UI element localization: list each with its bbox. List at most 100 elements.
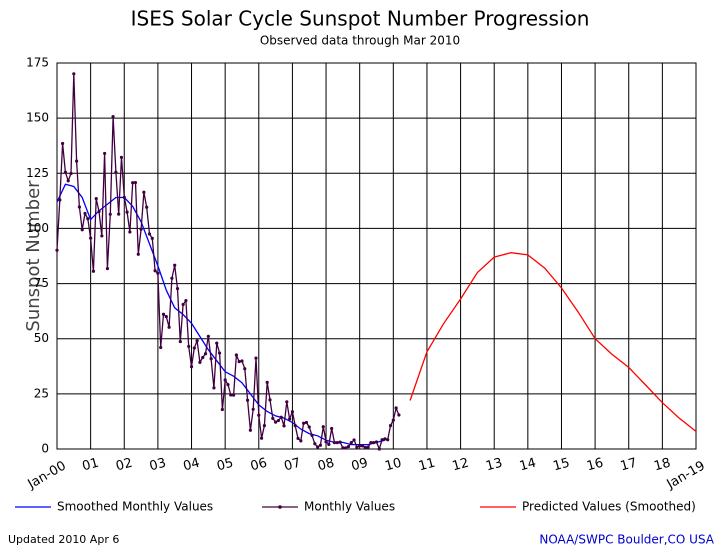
data-point — [201, 355, 205, 360]
updated-note: Updated 2010 Apr 6 — [8, 533, 119, 546]
data-point — [133, 180, 138, 185]
data-point — [136, 252, 140, 256]
data-point — [55, 248, 59, 252]
data-point — [363, 445, 367, 450]
data-point — [173, 263, 177, 267]
x-tick-label: 06 — [249, 456, 269, 475]
data-point — [189, 365, 194, 369]
chart-subtitle: Observed data through Mar 2010 — [260, 34, 460, 48]
data-point — [192, 346, 196, 350]
data-point — [313, 442, 317, 446]
y-axis-label: Sunspot Number — [23, 180, 44, 332]
data-point — [161, 312, 166, 316]
data-point — [344, 446, 348, 450]
data-point — [66, 179, 70, 183]
x-tick-label: 05 — [215, 456, 235, 475]
legend-label: Smoothed Monthly Values — [57, 500, 213, 514]
x-tick-label: 11 — [417, 456, 437, 475]
x-tick-label: 01 — [81, 456, 101, 475]
data-point — [237, 360, 241, 364]
data-point — [86, 217, 90, 221]
data-point — [388, 424, 393, 428]
data-point — [304, 420, 309, 425]
data-point — [310, 433, 314, 437]
data-point — [178, 339, 182, 344]
x-tick-label: 10 — [383, 456, 403, 475]
data-point — [366, 445, 370, 449]
data-point — [108, 212, 112, 216]
data-point — [302, 421, 306, 425]
data-point — [243, 367, 247, 371]
data-point — [358, 444, 362, 448]
data-point — [257, 413, 261, 417]
legend-marker — [278, 505, 282, 509]
data-point — [234, 353, 238, 357]
data-point — [316, 445, 320, 449]
data-point — [114, 170, 118, 174]
data-point — [105, 266, 110, 271]
y-tick-label: 25 — [34, 386, 49, 400]
data-point — [77, 205, 82, 209]
data-point — [159, 345, 163, 350]
data-point — [293, 424, 297, 428]
data-point — [125, 210, 129, 214]
data-point — [307, 425, 311, 429]
y-tick-label: 0 — [41, 442, 49, 456]
x-tick-label: 07 — [282, 456, 302, 475]
data-point — [391, 418, 395, 422]
data-point — [100, 234, 104, 238]
data-point — [383, 437, 387, 441]
data-point — [259, 436, 264, 440]
y-tick-label: 100 — [26, 221, 49, 235]
data-point — [128, 230, 132, 234]
data-point — [103, 151, 107, 156]
data-point — [321, 425, 325, 429]
data-point — [122, 195, 126, 199]
data-point — [288, 417, 292, 421]
plot-frame — [56, 62, 697, 450]
data-point — [335, 441, 339, 445]
data-point — [91, 269, 96, 273]
data-point — [206, 334, 210, 338]
data-point — [181, 302, 185, 307]
x-tick-label: 09 — [350, 456, 370, 475]
data-point — [153, 269, 157, 273]
data-point — [285, 400, 289, 404]
data-point — [97, 209, 101, 214]
data-point — [75, 159, 79, 163]
data-point — [346, 444, 351, 449]
data-point — [58, 198, 62, 202]
data-point — [89, 236, 93, 240]
data-point — [274, 420, 278, 424]
x-tick-label: 18 — [652, 456, 672, 475]
data-point — [352, 438, 356, 442]
data-point — [226, 382, 230, 387]
data-point — [147, 232, 152, 236]
data-point — [262, 424, 266, 428]
data-point — [111, 114, 115, 119]
data-point — [245, 398, 250, 402]
data-point — [72, 72, 76, 76]
data-point — [215, 341, 219, 345]
data-point — [397, 413, 401, 417]
data-point — [268, 398, 272, 402]
x-tick-label: 16 — [585, 456, 605, 475]
data-point — [355, 445, 359, 449]
x-tick-label: 17 — [619, 456, 639, 475]
data-point — [131, 181, 135, 185]
data-point — [195, 339, 199, 343]
data-point — [324, 440, 328, 444]
series-line — [56, 183, 386, 446]
data-point — [145, 205, 149, 209]
data-point — [394, 406, 398, 410]
data-point — [209, 357, 213, 361]
series-line — [409, 252, 697, 432]
data-point — [318, 443, 323, 447]
data-point — [282, 424, 286, 428]
data-point — [139, 227, 143, 231]
x-tick-label: 04 — [182, 456, 202, 475]
data-point — [217, 351, 222, 355]
y-tick-label: 50 — [34, 331, 49, 345]
data-point — [170, 276, 174, 280]
data-point — [299, 439, 303, 443]
